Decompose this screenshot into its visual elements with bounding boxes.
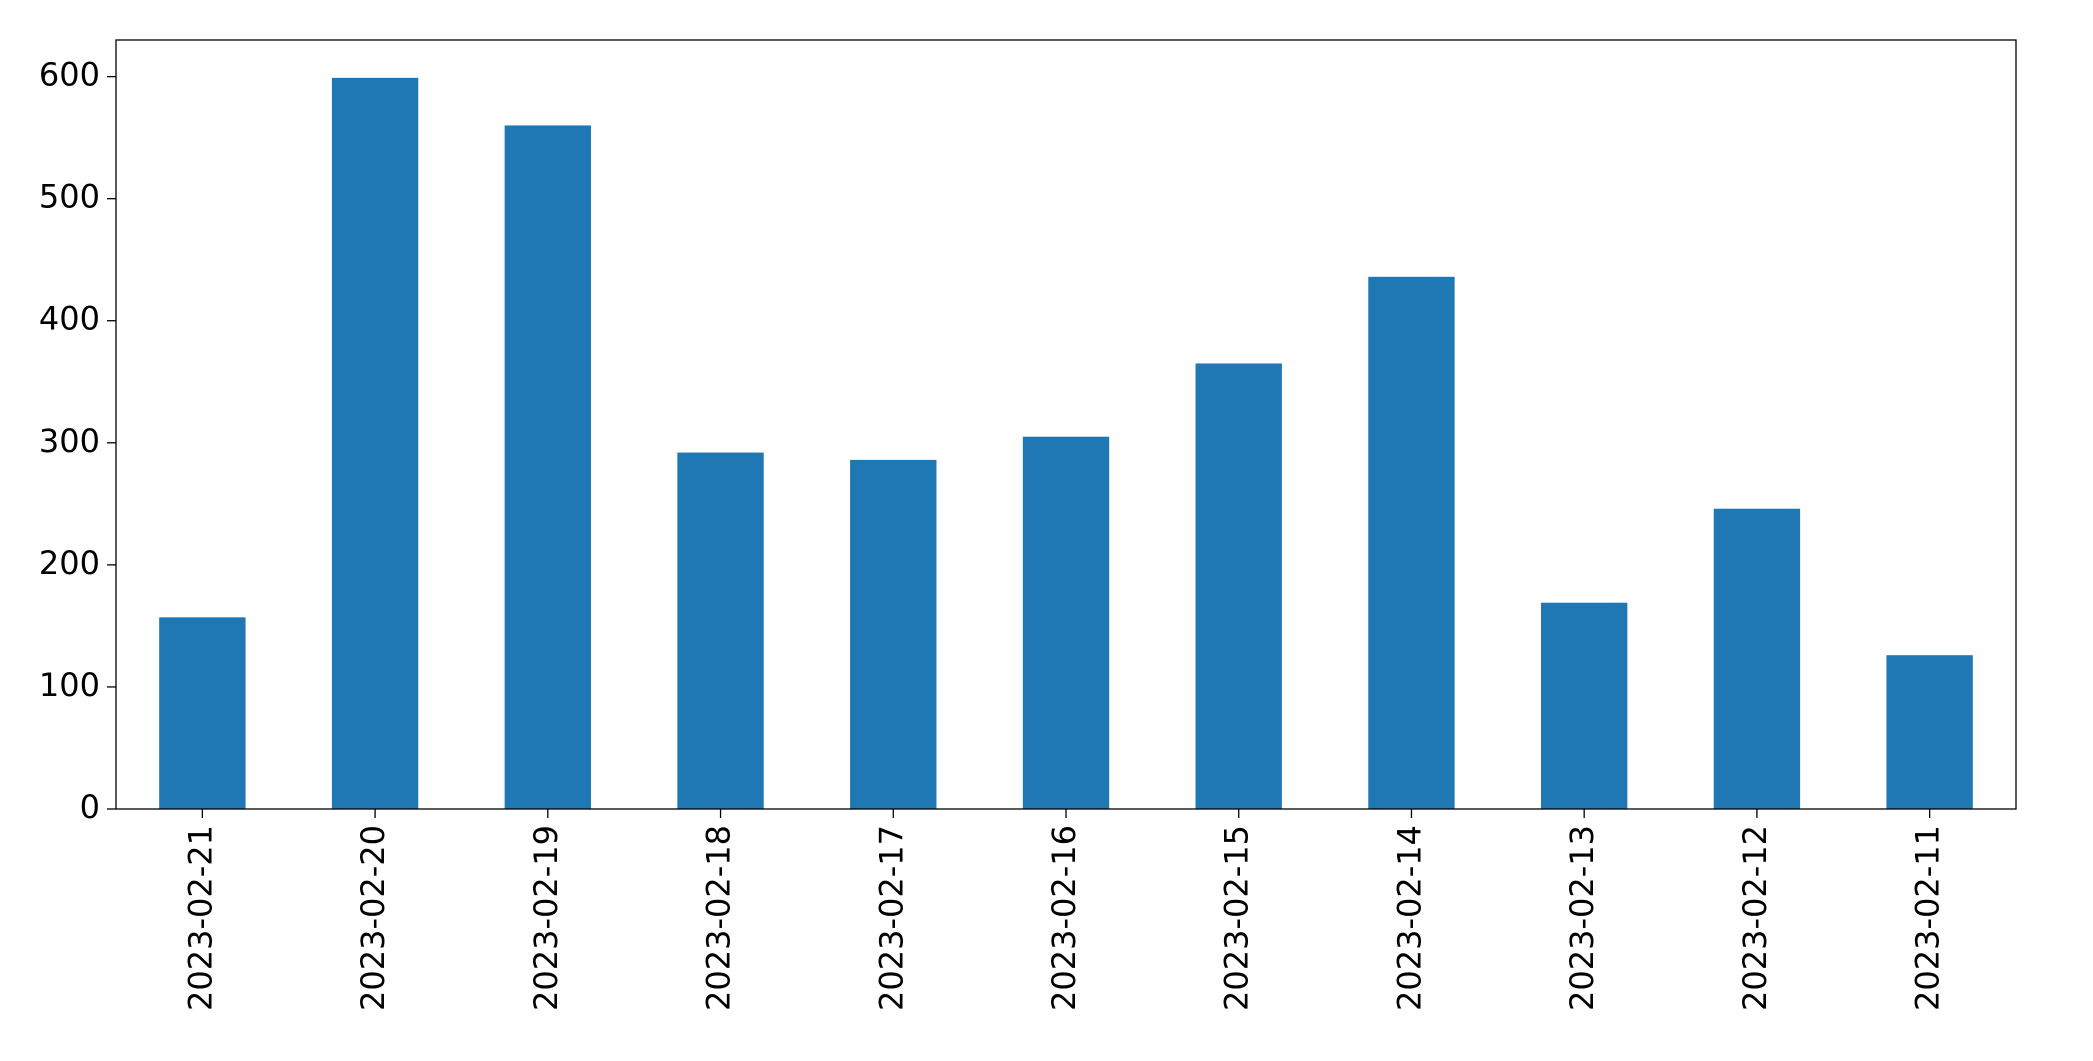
bar (159, 617, 246, 809)
x-tick-label: 2023-02-16 (1045, 825, 1083, 1011)
bar (677, 452, 764, 809)
y-tick-label: 100 (39, 666, 100, 704)
bar (1541, 602, 1628, 809)
x-tick-label: 2023-02-15 (1218, 825, 1256, 1011)
x-tick-label: 2023-02-13 (1563, 825, 1601, 1011)
x-tick-label: 2023-02-12 (1736, 825, 1774, 1011)
bar (1886, 655, 1973, 809)
y-tick-label: 300 (39, 422, 100, 460)
bar (1195, 363, 1282, 809)
x-tick-label: 2023-02-21 (181, 825, 219, 1011)
bar (1022, 436, 1110, 809)
x-tick-label: 2023-02-20 (354, 825, 392, 1011)
x-tick-label: 2023-02-19 (527, 825, 565, 1011)
bar (504, 125, 591, 809)
plot-frame (115, 39, 2017, 810)
y-tick-label: 400 (39, 300, 100, 338)
x-tick-label: 2023-02-14 (1390, 825, 1428, 1011)
bar (331, 77, 419, 810)
bar (1368, 276, 1455, 809)
bar (850, 459, 937, 809)
y-tick-label: 500 (39, 178, 100, 216)
y-tick-label: 0 (80, 788, 100, 826)
y-tick-label: 600 (39, 56, 100, 94)
x-tick-label: 2023-02-11 (1909, 825, 1947, 1011)
bar (1713, 508, 1801, 809)
x-tick-label: 2023-02-17 (872, 825, 910, 1011)
x-tick-label: 2023-02-18 (700, 825, 738, 1011)
y-tick-label: 200 (39, 544, 100, 582)
